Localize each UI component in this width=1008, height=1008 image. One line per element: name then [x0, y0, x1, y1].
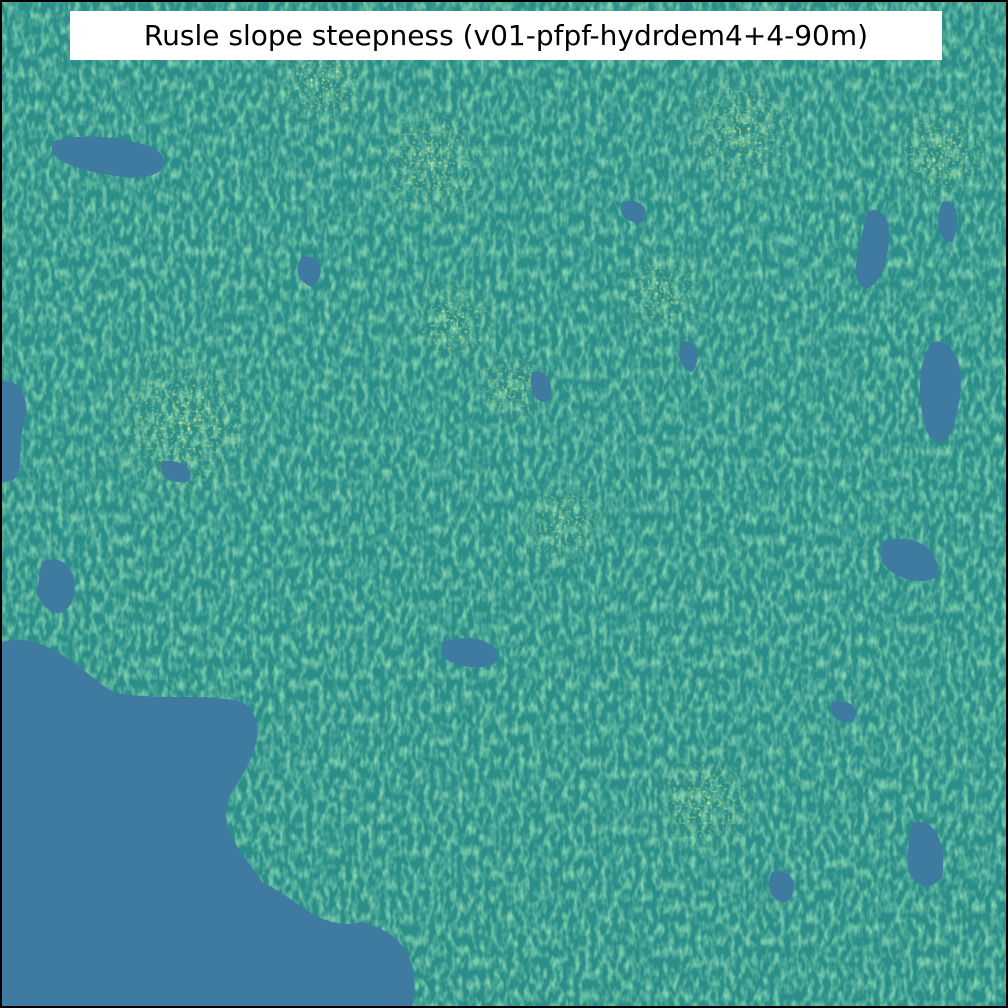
map-title-box: Rusle slope steepness (v01-pfpf-hydrdem4… — [70, 11, 942, 60]
water-bodies — [2, 136, 961, 1006]
map-title: Rusle slope steepness (v01-pfpf-hydrdem4… — [143, 19, 869, 52]
